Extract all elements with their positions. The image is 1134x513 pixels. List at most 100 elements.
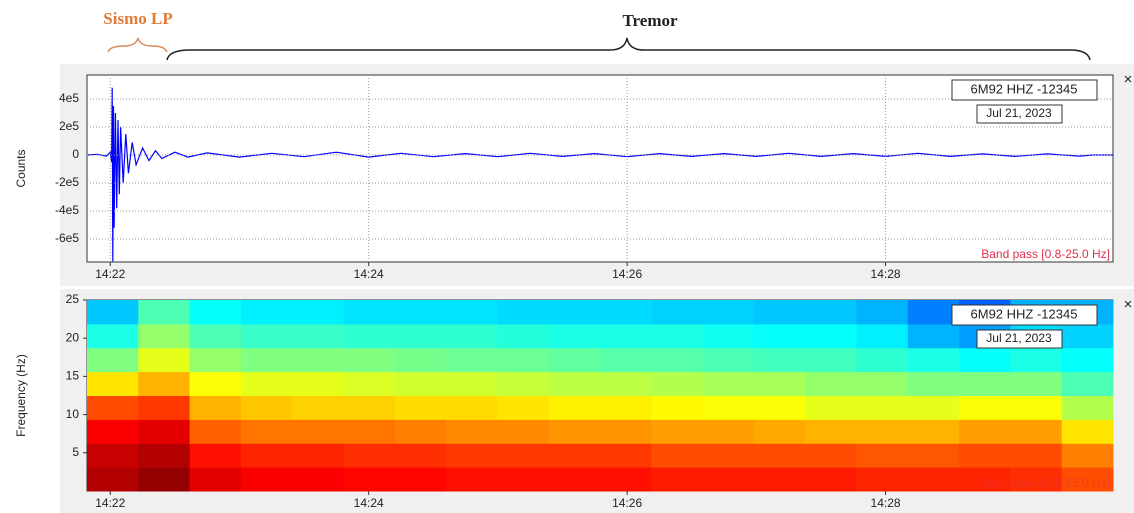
spectrogram-cell [702,443,755,468]
spectrogram-cell [497,323,550,349]
spectrogram-cell [805,395,857,420]
spectrogram-cell [959,395,1011,420]
spectrogram-cell [548,443,601,468]
spectrogram-cell [343,300,396,325]
spectrogram-cell [959,443,1011,468]
spectrogram-cell [240,347,293,373]
label-box [976,329,1063,349]
spectrogram-cell [907,443,960,468]
spectrogram-cell [189,300,242,325]
spectrogram-cell [343,323,396,349]
spectrogram-cell [343,395,396,420]
spectrogram-cell [87,443,139,468]
spectrogram-cell [138,419,191,444]
spectrogram-cell [87,467,139,492]
spectrogram-cell [651,300,704,325]
spectrogram-cell [600,467,652,492]
spectrogram-cell [805,371,857,396]
spectrogram-cell [548,395,601,420]
spectrogram-cell [651,395,704,420]
x-tick-label: 14:22 [95,267,125,281]
spectrogram-cell [651,419,704,444]
spectrogram-cell [497,443,550,468]
spectrogram-cell [548,323,601,349]
spectrogram-cell [702,371,755,396]
spectrogram-cell [1061,443,1114,468]
spectrogram-cell [343,371,396,396]
spectrogram-cell [497,419,550,444]
spectrogram-cell [189,323,242,349]
spectrogram-cell [856,443,909,468]
spectrogram-cell [446,347,498,373]
spectrogram-cell [292,300,344,325]
x-tick-label: 14:28 [871,267,901,281]
y-tick-label: -6e5 [55,231,79,245]
y-tick-label: 15 [66,369,80,383]
spectrogram-cell [907,467,960,492]
station-label: 6M92 HHZ -12345 [971,306,1078,321]
spectrogram-cell [753,467,806,492]
spectrogram-cell [548,419,601,444]
spectrogram-cell [138,371,191,396]
spectrogram-cell [805,323,857,349]
spectrogram-cell [753,371,806,396]
spectrogram-cell [240,371,293,396]
spectrogram-cell [292,323,344,349]
spectrogram-cell [651,443,704,468]
spectrogram-cell [394,467,447,492]
spectrogram-cell [600,371,652,396]
spectrogram-cell [959,347,1011,373]
spectrogram-cell [240,419,293,444]
spectrogram-cell [343,419,396,444]
close-button[interactable]: × [1124,296,1133,313]
spectrogram-cell [651,347,704,373]
spectrogram-cell [189,467,242,492]
spectrogram-cell [189,395,242,420]
spectrogram-cell [856,323,909,349]
spectrogram-cell [856,300,909,325]
spectrogram-cell [907,323,960,349]
spectrogram-cell [651,467,704,492]
spectrogram-cell [548,371,601,396]
spectrogram-cell [446,395,498,420]
spectrogram-cell [702,347,755,373]
spectrogram-cell [907,347,960,373]
spectrogram-cell [753,419,806,444]
station-label: 6M92 HHZ -12345 [971,81,1078,96]
spectrogram-cell [240,323,293,349]
y-tick-label: -2e5 [55,175,79,189]
spectrogram-cell [446,419,498,444]
x-tick-label: 14:24 [354,496,384,510]
y-tick-label: 20 [66,330,80,344]
spectrogram-cell [1010,467,1063,492]
spectrogram-cell [959,467,1011,492]
spectrogram-cell [907,371,960,396]
spectrogram-cell [805,347,857,373]
spectrogram-cell [292,443,344,468]
y-tick-label: -4e5 [55,203,79,217]
label-box [951,304,1098,326]
close-button[interactable]: × [1124,71,1133,88]
spectrogram-cell [702,395,755,420]
spectrogram-cell [753,443,806,468]
spectrogram-cell [394,300,447,325]
spectrogram-cell [702,300,755,325]
spectrogram-cell [856,371,909,396]
label-box [976,104,1063,124]
y-tick-label: 10 [66,407,80,421]
spectrogram-cell [548,300,601,325]
spectrogram-cell [702,323,755,349]
spectrogram-cell [446,323,498,349]
spectrogram-cell [651,371,704,396]
spectrogram-cell [189,347,242,373]
spectrogram-cell [497,467,550,492]
y-tick-label: 2e5 [59,119,79,133]
spectrogram-cell [497,347,550,373]
spectrogram-cell [600,443,652,468]
annotation: Sismo LP [103,9,172,28]
tremor-bracket [166,37,1091,61]
spectrogram-cell [805,300,857,325]
x-tick-label: 14:28 [871,496,901,510]
spectrogram-cell [138,467,191,492]
